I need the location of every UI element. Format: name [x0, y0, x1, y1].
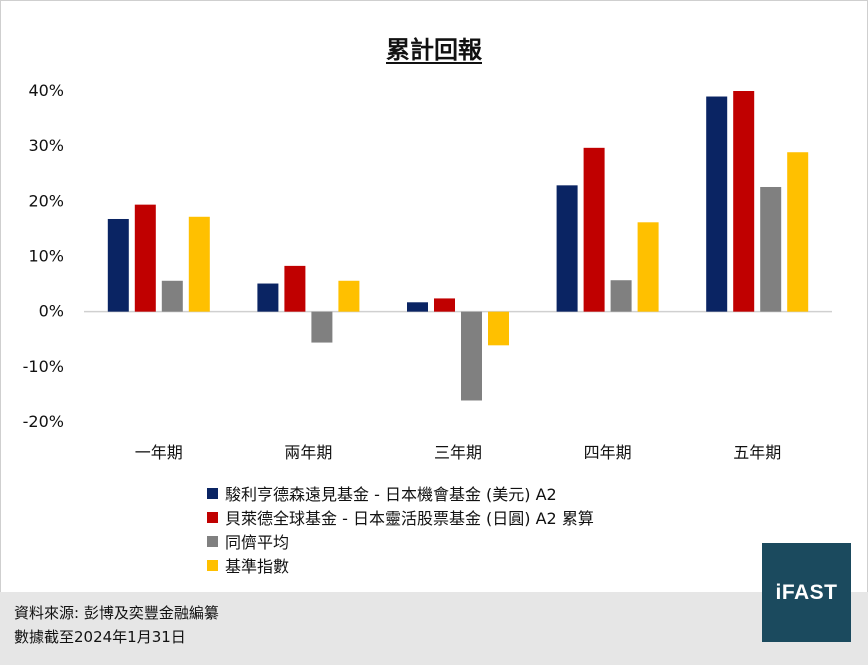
- bar: [787, 152, 809, 312]
- y-tick-label: -20%: [23, 412, 64, 431]
- legend-item: 同儕平均: [207, 529, 594, 553]
- bar: [610, 280, 632, 312]
- footer: 資料來源: 彭博及奕豐金融編纂 數據截至2024年1月31日: [0, 592, 868, 665]
- legend-label: 貝萊德全球基金 - 日本靈活股票基金 (日圓) A2 累算: [225, 509, 594, 528]
- bar-chart: -20% -10% 0% 10% 20% 30% 40% 一年期 兩年期 三年期 四年期 五年期: [23, 81, 832, 462]
- bar: [637, 222, 659, 312]
- bar: [434, 298, 455, 312]
- bar: [461, 311, 482, 401]
- bar: [706, 96, 728, 312]
- legend-swatch: [207, 535, 218, 547]
- legend-label: 同儕平均: [225, 533, 290, 552]
- x-tick-label: 五年期: [733, 443, 781, 462]
- x-tick-label: 三年期: [434, 443, 482, 462]
- bar: [107, 218, 129, 312]
- bar: [488, 311, 509, 346]
- bar: [733, 91, 755, 312]
- bar: [284, 265, 306, 312]
- legend-item: 貝萊德全球基金 - 日本靈活股票基金 (日圓) A2 累算: [207, 505, 594, 529]
- bar: [311, 311, 333, 343]
- source-note: 資料來源: 彭博及奕豐金融編纂: [14, 604, 219, 622]
- legend-swatch: [207, 487, 218, 499]
- legend-item: 駿利亨德森遠見基金 - 日本機會基金 (美元) A2: [207, 481, 594, 505]
- bar: [161, 280, 183, 312]
- bar: [188, 216, 210, 312]
- x-tick-label: 兩年期: [284, 443, 332, 462]
- legend-label: 基準指數: [225, 557, 290, 576]
- legend-item: 基準指數: [207, 553, 594, 577]
- ifast-logo: iFAST: [762, 543, 851, 642]
- bar: [583, 147, 605, 312]
- date-note: 數據截至2024年1月31日: [14, 628, 186, 646]
- y-tick-label: -10%: [23, 357, 64, 376]
- legend-label: 駿利亨德森遠見基金 - 日本機會基金 (美元) A2: [225, 485, 557, 504]
- y-tick-label: 10%: [28, 247, 64, 266]
- y-tick-label: 20%: [28, 191, 64, 210]
- x-tick-label: 四年期: [584, 443, 632, 462]
- bar: [134, 204, 156, 312]
- bar: [760, 186, 782, 312]
- legend-swatch: [207, 559, 218, 571]
- bar: [407, 302, 428, 312]
- x-tick-label: 一年期: [135, 443, 183, 462]
- y-tick-label: 40%: [28, 81, 64, 100]
- bar: [257, 283, 279, 312]
- legend: 駿利亨德森遠見基金 - 日本機會基金 (美元) A2 貝萊德全球基金 - 日本靈…: [207, 481, 594, 577]
- chart-title: 累計回報: [386, 36, 482, 64]
- legend-swatch: [207, 511, 218, 523]
- y-tick-label: 0%: [39, 302, 64, 321]
- y-tick-label: 30%: [28, 136, 64, 155]
- bar: [338, 280, 360, 312]
- bar: [556, 185, 578, 312]
